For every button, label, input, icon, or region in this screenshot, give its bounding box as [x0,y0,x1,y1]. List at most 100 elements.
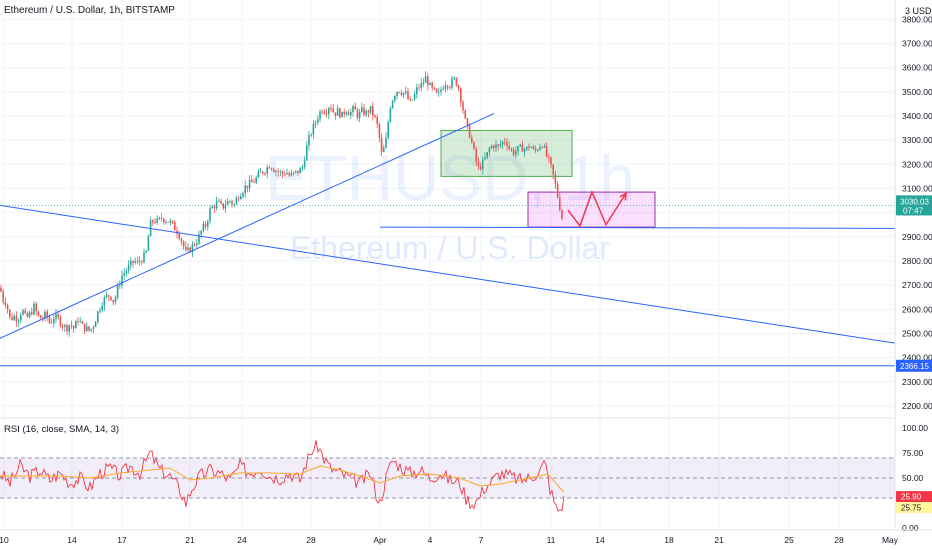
candle-body [20,314,22,321]
candle-body [517,146,519,152]
candle-body [317,119,319,123]
candle-body [37,311,40,316]
candle-body [413,94,416,100]
last-price-badge [896,195,932,216]
drawings-back[interactable] [440,129,656,228]
rsi-tick-label: 75.00 [902,448,924,458]
candle-body [273,169,275,173]
rsi-tick-label: 50.00 [902,473,924,483]
candle-body [442,88,444,90]
candle-body [376,116,378,124]
candle-body [68,325,70,332]
candle-body [319,111,321,120]
drawings-front[interactable] [0,113,896,367]
candle-body [416,87,418,95]
candle-body [145,250,147,253]
candle-body [556,184,559,198]
candle-body [136,260,139,262]
candle-body [394,95,396,101]
candle-body [310,134,312,136]
price-axis[interactable]: 3800.00 3700.00 3600.00 3500.00 3400.00 3300.… [896,14,932,411]
candle-body [147,236,150,251]
candle-body [530,147,532,149]
candle-body [279,171,282,173]
candle-body [554,174,557,185]
candle-body [66,325,68,332]
candle-body [158,217,161,219]
candle-body [55,313,57,319]
candle-body [189,247,191,253]
candle-body [484,157,486,160]
candle-body [123,273,125,276]
candle-body [2,291,4,302]
candle-body [240,196,242,200]
candle-body [237,198,240,200]
candle-body [13,316,15,320]
candle-body [303,160,306,168]
price-tick-label: 3100.00 [902,183,932,193]
candle-body [251,179,253,182]
time-tick-label: May [882,535,899,545]
candle-body [495,144,497,149]
candle-body [396,91,398,96]
price-tick-label: 2500.00 [902,328,932,338]
candle-body [193,244,196,246]
candle-body [88,326,90,331]
candle-body [372,106,374,116]
candle-body [198,234,200,244]
price-tick-label: 3700.00 [902,38,932,48]
candle-body [77,320,79,322]
candle-body [222,203,224,209]
candle-body [339,108,341,118]
candle-body [457,85,460,89]
candle-body [374,115,376,117]
candle-body [185,246,187,250]
price-tick-label: 2700.00 [902,280,932,290]
candle-body [288,173,290,176]
candle-body [17,320,20,322]
candle-body [4,301,7,306]
time-tick-label: 14 [67,535,77,545]
currency-label[interactable]: 3 USD [905,6,932,16]
candle-body [176,230,178,234]
candle-body [171,220,174,223]
candle-body [411,99,414,101]
candle-body [545,146,548,157]
candle-body [119,285,121,287]
candle-body [350,112,352,116]
chart-title[interactable]: Ethereum / U.S. Dollar, 1h, BITSTAMP [4,5,175,16]
falling-trendline [0,204,896,344]
candle-body [72,325,75,329]
candle-body [358,111,361,118]
candle-body [44,311,46,319]
candle-body [367,110,370,113]
candle-body [163,218,165,222]
candle-body [28,312,31,317]
candle-body [101,305,103,311]
candle-body [548,156,550,158]
time-tick-label: 28 [306,535,316,545]
candle-body [182,241,185,247]
candle-body [264,173,266,174]
candle-body [347,112,350,116]
rsi-value-badge [896,491,932,503]
rsi-title[interactable]: RSI (16, close, SMA, 14, 3) [4,424,120,435]
candle-body [482,159,484,170]
candle-body [363,107,365,116]
time-axis[interactable]: 10 14 17 21 24 28 Apr 4 7 11 14 18 21 25 28 May [0,535,899,545]
candle-body [409,99,411,101]
candle-body [180,238,183,242]
candle-body [559,197,561,211]
candle-body [380,137,383,153]
candle-body [209,208,211,222]
candle-body [156,218,158,223]
price-axis-bg[interactable] [895,0,932,530]
candle-body [438,91,440,93]
candle-body [64,325,66,327]
price-tick-label: 3800.00 [902,14,932,24]
time-tick-label: 21 [185,535,195,545]
candle-body [440,89,442,92]
candle-body [341,111,343,118]
